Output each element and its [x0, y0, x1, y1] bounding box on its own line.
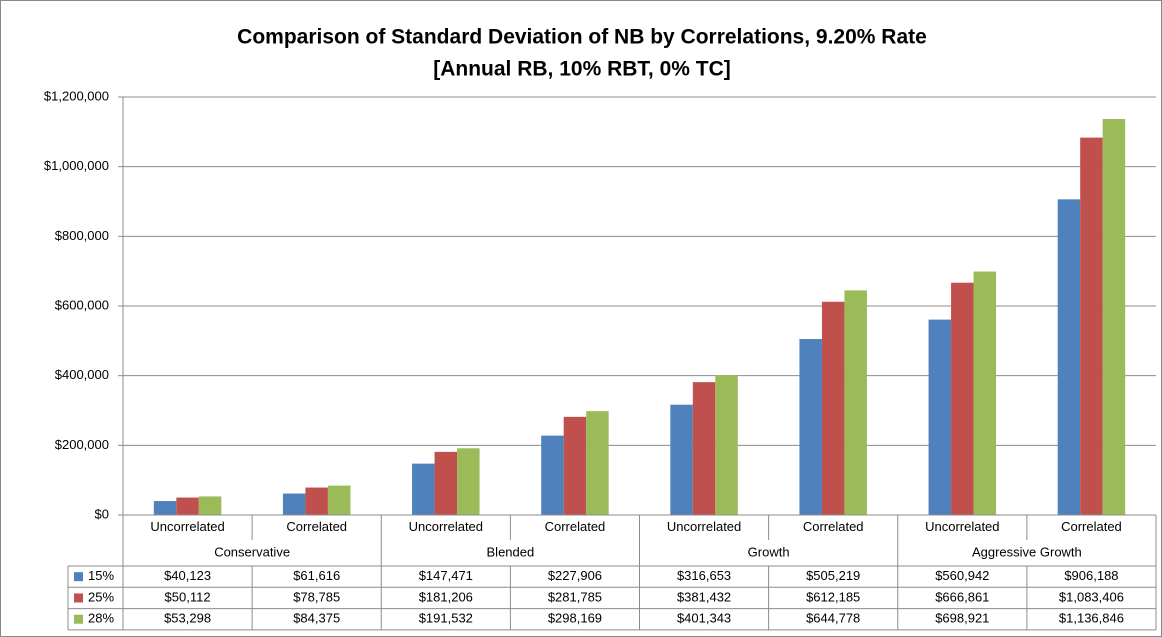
group-label: Aggressive Growth	[972, 544, 1082, 559]
table-value: $298,169	[548, 611, 602, 626]
table-value: $666,861	[935, 589, 989, 604]
bar	[327, 485, 351, 515]
x-tick-label: Correlated	[545, 519, 606, 534]
group-label: Blended	[487, 544, 535, 559]
y-tick-label: $200,000	[55, 437, 109, 452]
table-value: $61,616	[293, 568, 340, 583]
table-value: $612,185	[806, 589, 860, 604]
table-value: $50,112	[165, 589, 211, 604]
bar	[715, 375, 738, 515]
legend-label: 15%	[88, 568, 114, 583]
x-tick-label: Correlated	[1061, 519, 1122, 534]
bar	[844, 290, 867, 515]
chart-subtitle: [Annual RB, 10% RBT, 0% TC]	[433, 58, 731, 81]
x-tick-label: Correlated	[286, 519, 347, 534]
bar	[412, 463, 435, 515]
bar	[951, 282, 974, 515]
legend-label: 25%	[88, 589, 114, 604]
table-value: $78,785	[293, 589, 340, 604]
table-value: $906,188	[1064, 568, 1118, 583]
table-value: $227,906	[548, 568, 602, 583]
table-value: $281,785	[548, 589, 602, 604]
bar	[434, 451, 458, 515]
x-tick-label: Uncorrelated	[150, 519, 224, 534]
table-value: $505,219	[806, 568, 860, 583]
x-tick-label: Uncorrelated	[925, 519, 999, 534]
table-value: $644,778	[806, 611, 860, 626]
y-tick-label: $600,000	[55, 297, 109, 312]
x-tick-label: Correlated	[803, 519, 864, 534]
bar	[586, 411, 609, 515]
bar	[1102, 118, 1126, 515]
bar	[670, 404, 693, 515]
bar	[821, 301, 845, 515]
table-value: $381,432	[677, 589, 731, 604]
y-tick-label: $400,000	[55, 367, 109, 382]
table-value: $53,298	[164, 611, 211, 626]
bar	[973, 271, 997, 515]
bar	[928, 319, 952, 515]
bar	[282, 493, 306, 515]
table-value: $698,921	[935, 611, 989, 626]
x-tick-label: Uncorrelated	[409, 519, 483, 534]
chart-title: Comparison of Standard Deviation of NB b…	[237, 26, 927, 49]
bar	[1080, 137, 1103, 515]
table-value: $560,942	[935, 568, 989, 583]
y-tick-label: $800,000	[55, 228, 109, 243]
bar	[799, 339, 822, 515]
y-tick-label: $1,000,000	[44, 158, 109, 173]
table-value: $147,471	[419, 568, 473, 583]
bar	[692, 382, 716, 515]
table-value: $1,136,846	[1059, 611, 1124, 626]
bar	[457, 448, 480, 515]
table-value: $84,375	[293, 611, 340, 626]
table-value: $316,653	[677, 568, 731, 583]
legend-label: 28%	[88, 611, 114, 626]
bar	[1057, 199, 1081, 515]
bar	[305, 487, 328, 515]
legend-key	[74, 572, 83, 582]
y-tick-label: $0	[95, 506, 109, 521]
table-value: $1,083,406	[1059, 589, 1124, 604]
bar	[198, 496, 222, 515]
bar	[541, 435, 564, 515]
table-value: $401,343	[677, 611, 731, 626]
bar	[563, 416, 587, 515]
x-tick-label: Uncorrelated	[667, 519, 741, 534]
bar	[153, 501, 177, 515]
group-label: Growth	[748, 544, 790, 559]
y-tick-label: $1,200,000	[44, 88, 109, 103]
bar	[176, 497, 199, 515]
table-value: $181,206	[419, 589, 473, 604]
legend-key	[74, 593, 83, 603]
table-value: $40,123	[164, 568, 211, 583]
group-label: Conservative	[214, 544, 290, 559]
legend-key	[74, 614, 83, 624]
table-value: $191,532	[419, 611, 473, 626]
